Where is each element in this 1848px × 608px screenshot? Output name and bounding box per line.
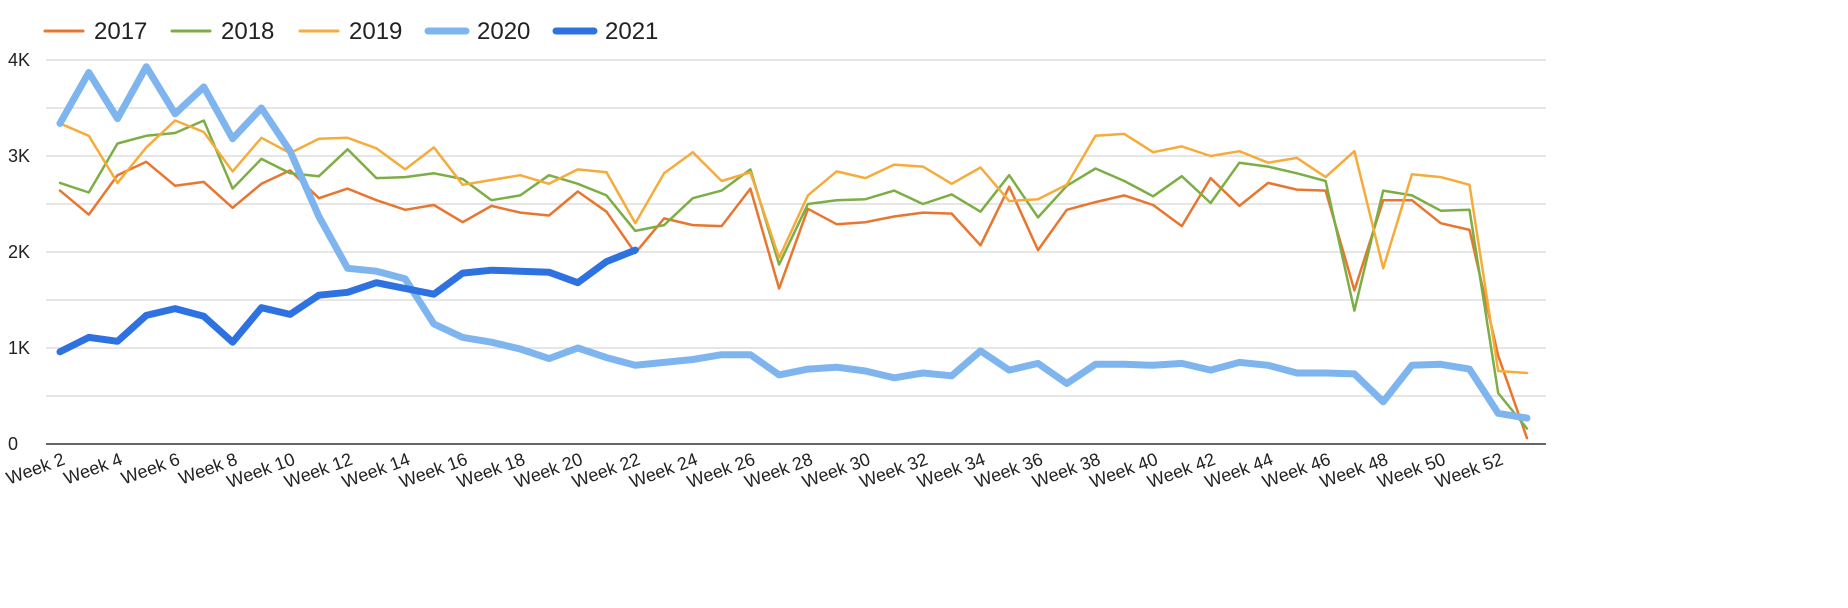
legend-label-2018: 2018: [221, 18, 274, 45]
x-tick-label: Week 4: [61, 449, 125, 489]
legend-label-2017: 2017: [94, 18, 147, 45]
y-tick-label: 1K: [8, 338, 30, 358]
y-axis-ticks: 0 1K 2K 3K 4K: [8, 50, 30, 454]
series-line-2021: [56, 246, 639, 356]
y-tick-label: 3K: [8, 146, 30, 166]
x-tick-label: Week 6: [119, 449, 183, 489]
series-line-2019: [58, 119, 1529, 375]
y-tick-label: 4K: [8, 50, 30, 70]
legend-label-2020: 2020: [477, 18, 530, 45]
y-tick-label: 2K: [8, 242, 30, 262]
series-lines: [56, 63, 1531, 440]
x-tick-label: Week 2: [3, 449, 67, 489]
legend-label-2019: 2019: [349, 18, 402, 45]
y-tick-label: 0: [8, 434, 18, 454]
series-line-2020: [56, 63, 1531, 422]
series-line-2018: [58, 119, 1529, 430]
legend: 2017 2018 2019 2020 2021: [43, 18, 658, 45]
gridlines: [46, 59, 1546, 397]
legend-label-2021: 2021: [605, 18, 658, 45]
